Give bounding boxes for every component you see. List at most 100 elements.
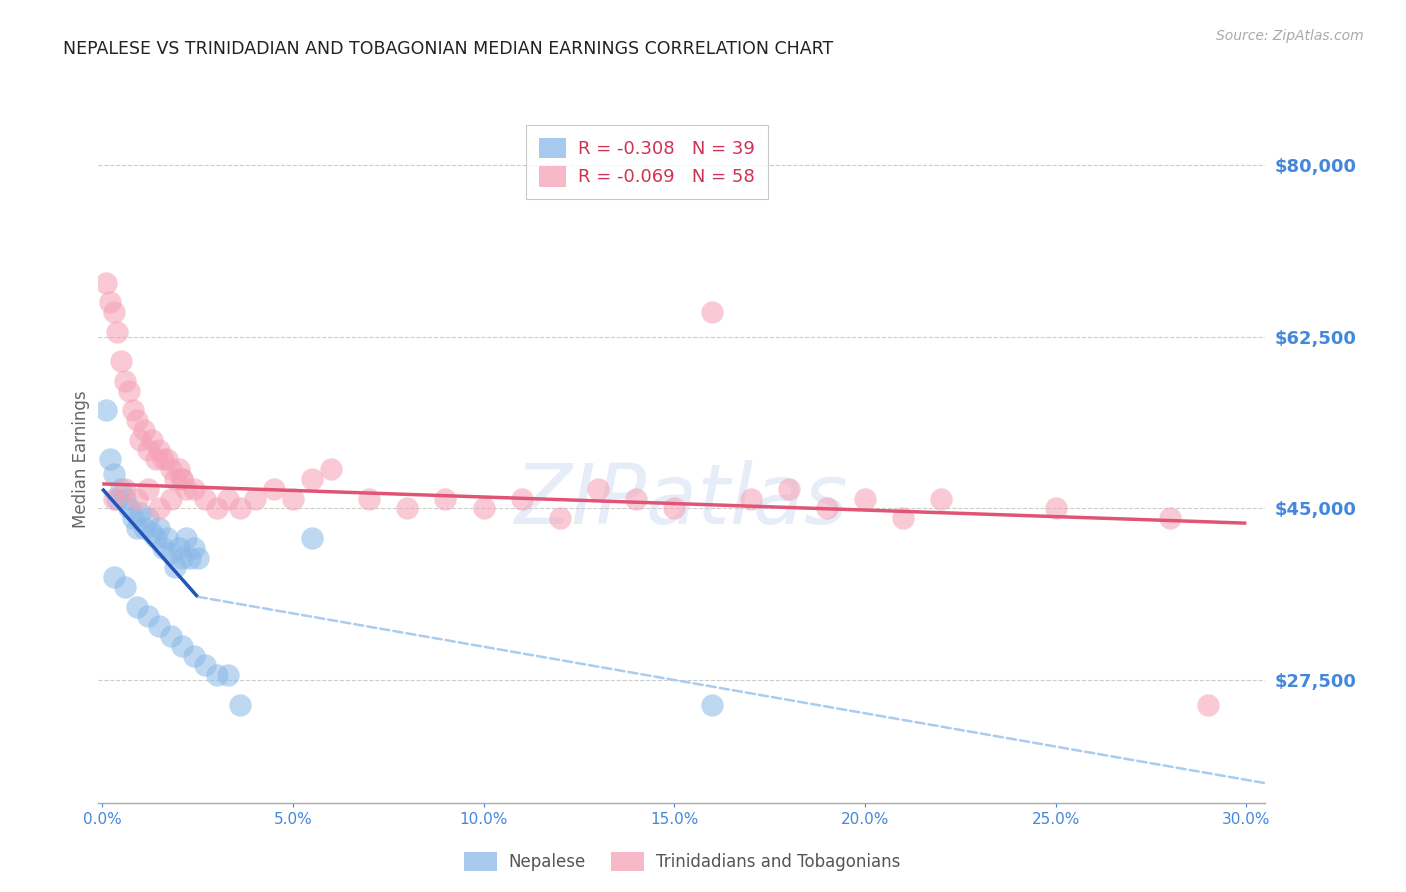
Point: [740, 491, 762, 506]
Point: [103, 305, 125, 319]
Point: [1159, 511, 1181, 525]
Point: [301, 472, 323, 486]
Point: [163, 472, 186, 486]
Point: [125, 413, 148, 427]
Point: [183, 482, 205, 496]
Point: [125, 599, 148, 614]
Point: [136, 482, 159, 496]
Point: [152, 452, 174, 467]
Legend: R = -0.308   N = 39, R = -0.069   N = 58: R = -0.308 N = 39, R = -0.069 N = 58: [526, 125, 768, 199]
Point: [172, 550, 194, 565]
Point: [114, 482, 136, 496]
Point: [118, 384, 141, 398]
Point: [125, 521, 148, 535]
Point: [118, 501, 141, 516]
Point: [136, 442, 159, 457]
Point: [148, 521, 170, 535]
Point: [121, 511, 143, 525]
Point: [778, 482, 800, 496]
Point: [136, 511, 159, 525]
Point: [145, 531, 167, 545]
Point: [179, 550, 201, 565]
Point: [145, 452, 167, 467]
Point: [301, 531, 323, 545]
Point: [1197, 698, 1219, 712]
Point: [98, 452, 121, 467]
Point: [702, 698, 724, 712]
Point: [217, 668, 239, 682]
Point: [107, 325, 129, 339]
Point: [141, 526, 163, 541]
Point: [114, 491, 136, 506]
Legend: Nepalese, Trinidadians and Tobagonians: Nepalese, Trinidadians and Tobagonians: [456, 843, 908, 880]
Point: [121, 403, 143, 417]
Point: [217, 491, 239, 506]
Point: [664, 501, 686, 516]
Point: [187, 550, 209, 565]
Point: [94, 276, 117, 290]
Point: [548, 511, 571, 525]
Point: [396, 501, 419, 516]
Text: Source: ZipAtlas.com: Source: ZipAtlas.com: [1216, 29, 1364, 43]
Point: [107, 491, 129, 506]
Point: [472, 501, 495, 516]
Point: [205, 501, 228, 516]
Point: [205, 668, 228, 682]
Point: [141, 433, 163, 447]
Point: [174, 482, 197, 496]
Point: [510, 491, 533, 506]
Point: [160, 491, 183, 506]
Point: [359, 491, 381, 506]
Point: [160, 629, 183, 643]
Point: [136, 609, 159, 624]
Point: [110, 354, 132, 368]
Point: [174, 531, 197, 545]
Point: [134, 423, 156, 437]
Point: [156, 452, 179, 467]
Point: [167, 462, 190, 476]
Point: [160, 546, 183, 560]
Point: [148, 501, 170, 516]
Point: [148, 442, 170, 457]
Point: [129, 433, 152, 447]
Point: [319, 462, 342, 476]
Point: [125, 491, 148, 506]
Point: [183, 648, 205, 663]
Point: [103, 491, 125, 506]
Point: [94, 403, 117, 417]
Text: NEPALESE VS TRINIDADIAN AND TOBAGONIAN MEDIAN EARNINGS CORRELATION CHART: NEPALESE VS TRINIDADIAN AND TOBAGONIAN M…: [63, 40, 834, 58]
Point: [172, 472, 194, 486]
Point: [152, 541, 174, 555]
Point: [156, 531, 179, 545]
Point: [114, 374, 136, 388]
Point: [228, 698, 250, 712]
Point: [702, 305, 724, 319]
Point: [172, 639, 194, 653]
Point: [243, 491, 266, 506]
Point: [98, 295, 121, 310]
Point: [167, 541, 190, 555]
Point: [228, 501, 250, 516]
Point: [103, 467, 125, 482]
Point: [183, 541, 205, 555]
Point: [194, 658, 217, 673]
Point: [1045, 501, 1067, 516]
Point: [624, 491, 647, 506]
Point: [103, 570, 125, 584]
Point: [434, 491, 457, 506]
Point: [194, 491, 217, 506]
Point: [172, 472, 194, 486]
Text: ZIPatlas: ZIPatlas: [515, 460, 849, 541]
Point: [129, 507, 152, 521]
Point: [160, 462, 183, 476]
Point: [163, 560, 186, 574]
Point: [815, 501, 838, 516]
Point: [134, 521, 156, 535]
Point: [281, 491, 304, 506]
Point: [110, 482, 132, 496]
Y-axis label: Median Earnings: Median Earnings: [72, 391, 90, 528]
Point: [114, 580, 136, 594]
Point: [586, 482, 609, 496]
Point: [853, 491, 876, 506]
Point: [891, 511, 914, 525]
